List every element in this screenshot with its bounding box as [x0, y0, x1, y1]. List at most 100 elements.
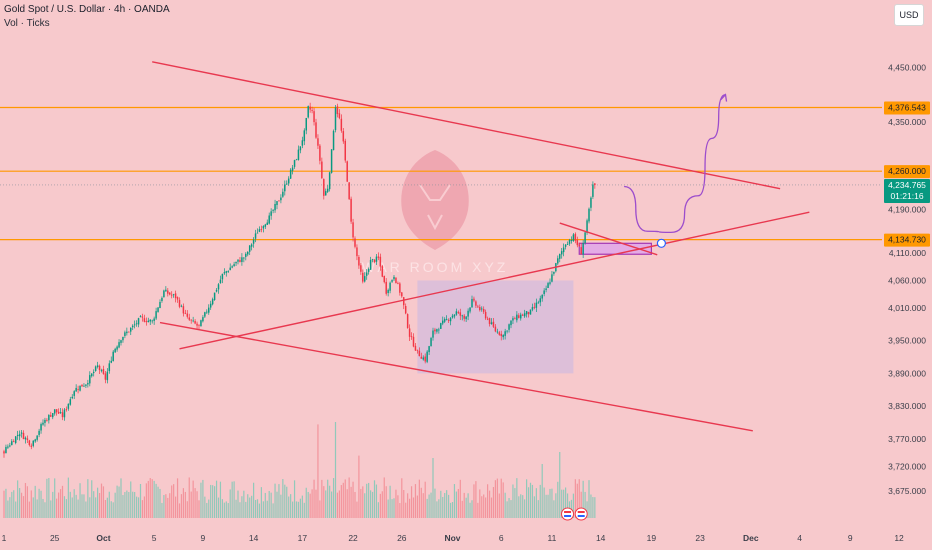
short-descending-trendline[interactable] — [559, 222, 658, 256]
volume-bar — [11, 491, 13, 518]
lower-trendline[interactable] — [159, 321, 753, 432]
candle-body — [264, 224, 267, 227]
candle-body — [293, 160, 296, 167]
candle-body — [73, 391, 75, 396]
currency-button[interactable]: USD — [894, 4, 924, 26]
candle-body — [167, 290, 169, 294]
volume-bar — [500, 478, 502, 518]
volume-bar — [561, 489, 563, 518]
volume-bar — [61, 485, 64, 518]
candle-body — [342, 131, 345, 142]
volume-bar — [389, 485, 391, 518]
candle-body — [338, 113, 341, 119]
volume-bar — [395, 489, 397, 518]
volume-bar — [106, 497, 108, 518]
candle-body — [63, 409, 66, 418]
candle-body — [379, 256, 382, 267]
volume-bar — [414, 484, 417, 518]
candle-body — [243, 257, 245, 259]
candle-body — [385, 281, 387, 294]
candle-body — [484, 311, 487, 319]
volume-bar — [393, 498, 395, 518]
volume-bar — [416, 495, 418, 518]
candle-body — [231, 266, 233, 268]
candle-body — [291, 167, 294, 171]
candle-body — [334, 107, 337, 131]
symbol-title[interactable]: Gold Spot / U.S. Dollar · 4h · OANDA — [4, 4, 170, 15]
volume-bar — [566, 493, 569, 518]
candle-body — [252, 239, 255, 244]
volume-bar — [225, 501, 227, 518]
candle-body — [479, 307, 481, 311]
volume-bar — [317, 424, 319, 518]
candle-body — [22, 432, 25, 440]
upper-trendline[interactable] — [152, 61, 781, 190]
candle-body — [112, 351, 114, 361]
price-tag-label: 4,134.730 — [888, 235, 926, 245]
candle-body — [256, 232, 259, 234]
flag-stripe — [564, 511, 572, 513]
flag-stripe — [577, 511, 585, 513]
volume-bar — [17, 480, 19, 518]
volume-bar — [85, 501, 87, 518]
candle-body — [344, 140, 346, 161]
x-tick-label: 9 — [201, 533, 206, 543]
candle-body — [325, 191, 327, 196]
candle-body — [580, 247, 582, 255]
candle-body — [32, 440, 34, 446]
candle-body — [377, 256, 380, 258]
volume-bar — [475, 481, 477, 518]
candle-body — [475, 301, 477, 306]
volume-bar — [360, 488, 362, 518]
candle-body — [367, 269, 370, 272]
volume-bar — [373, 480, 376, 518]
x-tick-label: 23 — [695, 533, 705, 543]
x-tick-label: 1 — [2, 533, 7, 543]
candle-body — [260, 229, 263, 230]
volume-bar — [253, 482, 255, 518]
candle-body — [490, 322, 493, 325]
volume-bar — [217, 497, 220, 518]
candle-body — [471, 299, 473, 308]
volume-bar — [297, 501, 300, 518]
volume-bar — [494, 480, 496, 518]
volume-bar — [208, 499, 210, 518]
candle-body — [404, 305, 407, 314]
volume-bar — [420, 487, 422, 518]
volume-bar — [594, 497, 596, 518]
candle-body — [523, 313, 526, 317]
candle-body — [69, 399, 72, 405]
volume-bar — [137, 497, 140, 518]
volume-bar — [69, 491, 71, 518]
candle-body — [178, 299, 181, 307]
candle-body — [266, 222, 268, 225]
volume-bar — [212, 485, 214, 518]
trendline-drawings[interactable] — [152, 61, 810, 432]
volume-bar — [100, 483, 103, 518]
volume-bar — [545, 494, 547, 518]
candle-body — [549, 282, 551, 284]
candle-body — [383, 276, 385, 283]
candle-body — [245, 253, 247, 257]
volume-bar — [547, 494, 549, 518]
candle-body — [508, 324, 510, 330]
candle-body — [209, 303, 212, 308]
projection-path[interactable] — [624, 94, 726, 234]
price-tag-label: 01:21:16 — [890, 191, 923, 201]
volume-indicator-label[interactable]: Vol · Ticks — [4, 18, 50, 29]
y-tick-label: 3,950.000 — [888, 336, 926, 346]
time-axis[interactable]: 1 25 Oct 5 9 14 17 22 26 Nov 6 11 14 19 23 Dec 4 9 12 — [2, 507, 904, 543]
volume-bar — [512, 484, 514, 518]
candle-body — [432, 330, 434, 338]
volume-bar — [565, 487, 567, 518]
rising-trendline[interactable] — [179, 211, 810, 350]
volume-bar — [448, 494, 450, 518]
volume-bar — [215, 480, 218, 518]
price-axis[interactable]: 4,450.000 4,350.000 4,190.000 4,110.000 4,06… — [882, 0, 932, 550]
candle-body — [241, 257, 243, 262]
volume-bar — [529, 482, 532, 518]
candle-body — [518, 315, 520, 318]
watermark: WAR ROOM XYZ — [362, 150, 505, 275]
candle-body — [418, 350, 421, 357]
